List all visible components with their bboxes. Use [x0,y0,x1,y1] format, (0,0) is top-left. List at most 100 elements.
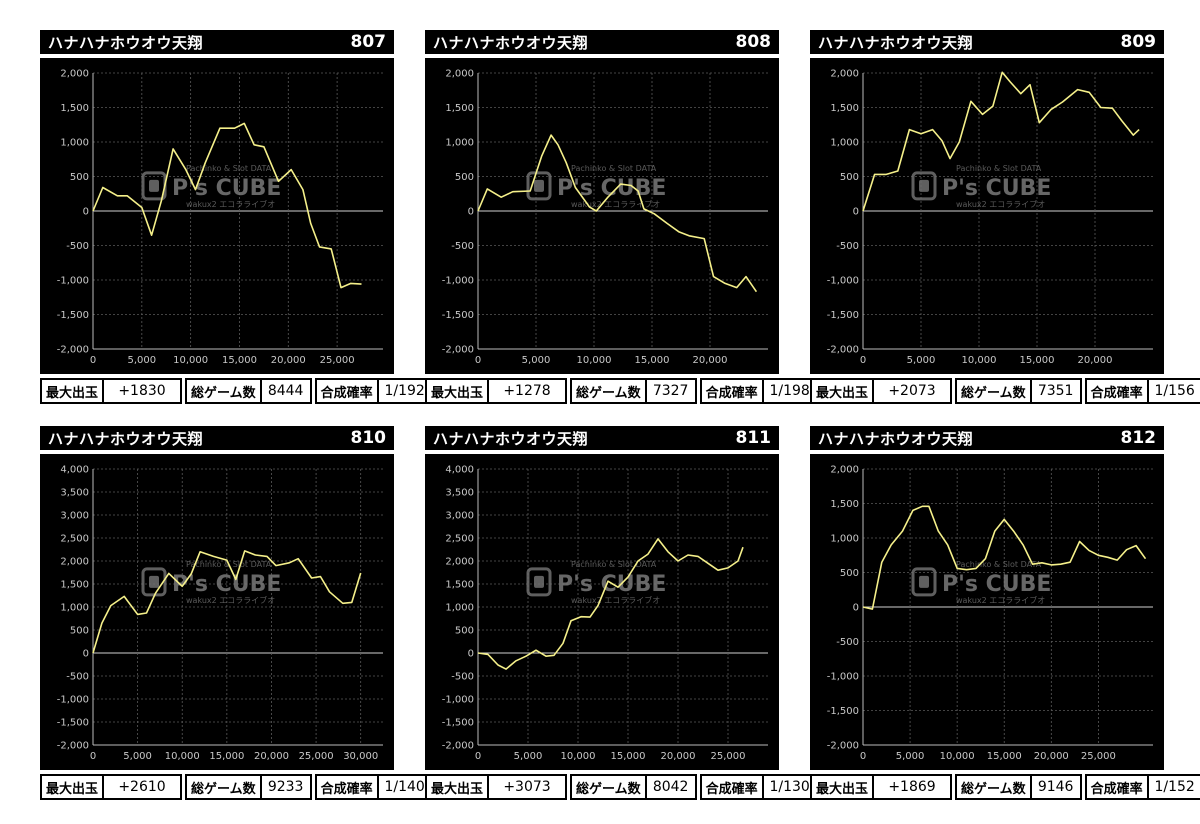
y-tick-label: -1,500 [442,310,474,321]
x-tick-label: 5,000 [123,751,152,762]
y-tick-label: 2,000 [830,465,859,476]
stat-box: 合成確率 1/156 [1084,378,1200,404]
x-tick-label: 10,000 [165,751,200,762]
y-tick-label: 2,000 [830,69,859,80]
stat-box: 最大出玉 +1869 [810,774,953,800]
y-tick-label: 0 [468,649,474,660]
y-tick-label: 2,000 [60,69,89,80]
y-tick-label: 2,000 [60,557,89,568]
stats-row: 最大出玉 +2073 総ゲーム数 7351 合成確率 1/156 [810,378,1200,404]
y-tick-label: -500 [66,241,89,252]
y-tick-label: -1,000 [827,672,859,683]
cube-icon-inner [149,575,159,588]
x-tick-label: 25,000 [711,751,746,762]
stat-box: 総ゲーム数 7351 [955,378,1082,404]
x-tick-label: 15,000 [222,355,257,366]
watermark-top-text: Pachinko & Slot DATA [956,560,1042,569]
y-tick-label: -2,000 [442,345,474,356]
series-line [477,134,758,293]
line-chart: -2,000 -1,500 -1,000 -500 0 500 1,000 1,500 2,00… [827,69,1153,366]
watermark-top-text: Pachinko & Slot DATA [956,164,1042,173]
watermark-bottom-text: wakux2 エコラライブオ [956,199,1045,209]
y-tick-label: 4,000 [445,465,474,476]
stat-value: 1/130 [769,779,810,795]
stat-label: 合成確率 [1087,776,1149,798]
stats-row: 最大出玉 +1869 総ゲーム数 9146 合成確率 1/152 [810,774,1200,800]
cube-icon [526,567,552,597]
series-line [92,550,362,654]
y-tick-label: 500 [840,568,859,579]
cube-icon-inner [919,179,929,192]
x-tick-label: 20,000 [1078,355,1113,366]
x-tick-label: 20,000 [661,751,696,762]
y-tick-label: -2,000 [827,741,859,752]
y-tick-label: -500 [836,241,859,252]
chart-area: -2,000 -1,500 -1,000 -500 0 500 1,000 1,500 2,00… [425,58,779,374]
x-tick-label: 30,000 [343,751,378,762]
y-tick-label: -1,500 [827,706,859,717]
line-chart: -2,000 -1,500 -1,000 -500 0 500 1,000 1,500 2,00… [57,465,383,762]
y-tick-label: 3,000 [445,511,474,522]
panel-title-bar: ハナハナホウオウ天翔 812 [810,426,1164,450]
machine-number: 810 [350,428,387,448]
stat-box: 総ゲーム数 8444 [185,378,312,404]
panel-title-bar: ハナハナホウオウ天翔 811 [425,426,779,450]
x-tick-label: 25,000 [320,355,355,366]
stat-label: 合成確率 [702,380,764,402]
watermark-bottom-text: wakux2 エコラライブオ [571,199,660,209]
x-tick-label: 5,000 [522,355,551,366]
panel: ハナハナホウオウ天翔 809 -2,000 -1,500 -1,000 -500 0 500 1… [810,30,1200,404]
x-tick-label: 10,000 [561,751,596,762]
y-tick-label: 1,000 [445,138,474,149]
chart-area: -2,000 -1,500 -1,000 -500 0 500 1,000 1,500 2,00… [40,454,394,770]
stat-box: 合成確率 1/130 [699,774,818,800]
y-tick-label: -1,500 [57,718,89,729]
stats-row: 最大出玉 +1278 総ゲーム数 7327 合成確率 1/198 [425,378,818,404]
x-tick-label: 0 [90,751,96,762]
machine-title: ハナハナホウオウ天翔 [48,33,204,52]
x-tick-label: 15,000 [987,751,1022,762]
series-line [862,71,1140,212]
y-tick-label: 1,000 [60,138,89,149]
y-tick-label: 1,000 [445,603,474,614]
y-tick-label: 1,000 [830,138,859,149]
cube-icon-inner [919,575,929,588]
x-tick-label: 5,000 [907,355,936,366]
line-chart: -2,000 -1,500 -1,000 -500 0 500 1,000 1,500 2,00… [442,465,768,762]
stat-box: 最大出玉 +3073 [425,774,568,800]
stat-value: +1869 [888,779,936,795]
y-tick-label: -1,500 [442,718,474,729]
stats-row: 最大出玉 +1830 総ゲーム数 8444 合成確率 1/192 [40,378,433,404]
stat-box: 総ゲーム数 9233 [185,774,312,800]
stat-label: 総ゲーム数 [957,380,1032,402]
y-tick-label: 2,500 [60,534,89,545]
panel: ハナハナホウオウ天翔 808 -2,000 -1,500 -1,000 -500 0 500 1… [425,30,818,404]
stat-label: 総ゲーム数 [187,380,262,402]
stat-label: 合成確率 [1087,380,1149,402]
x-tick-label: 20,000 [1034,751,1069,762]
y-tick-label: 500 [840,172,859,183]
line-chart: -2,000 -1,500 -1,000 -500 0 500 1,000 1,500 2,00… [827,465,1153,762]
panel: ハナハナホウオウ天翔 810 -2,000 -1,500 -1,000 -500 0 500 1… [40,426,433,800]
y-tick-label: 1,500 [445,580,474,591]
y-tick-label: -500 [451,241,474,252]
watermark-text: P's CUBE [172,176,281,201]
y-tick-label: -2,000 [57,345,89,356]
cube-icon-inner [534,179,544,192]
stat-value: 8042 [652,779,689,795]
y-tick-label: -500 [66,672,89,683]
stat-value: 7327 [652,383,689,399]
stat-box: 合成確率 1/192 [314,378,433,404]
machine-title: ハナハナホウオウ天翔 [433,33,589,52]
watermark-bottom-text: wakux2 エコラライブオ [571,595,660,605]
panel-title-bar: ハナハナホウオウ天翔 807 [40,30,394,54]
x-tick-label: 0 [90,355,96,366]
y-tick-label: -1,000 [827,276,859,287]
stat-label: 最大出玉 [427,380,490,402]
stat-value: 1/156 [1154,383,1195,399]
y-tick-label: 0 [468,207,474,218]
